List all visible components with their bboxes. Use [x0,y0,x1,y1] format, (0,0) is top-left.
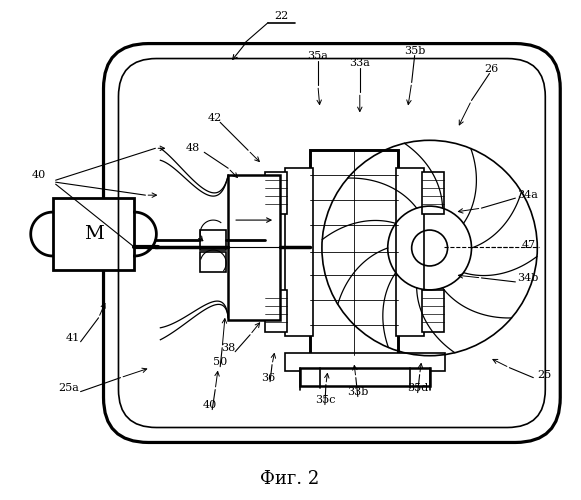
Text: 47: 47 [521,240,536,250]
Text: 41: 41 [66,333,80,343]
Text: 35c: 35c [315,394,335,404]
Bar [53,198,134,270]
Text: 38: 38 [221,342,235,352]
Text: 33b: 33b [347,386,368,396]
Text: M: M [84,225,103,243]
Bar [265,290,287,332]
Text: 26: 26 [485,64,498,74]
Bar [200,230,226,250]
Bar [422,290,443,332]
Text: 34a: 34a [517,190,538,200]
Text: 25: 25 [537,370,551,380]
Bar [396,168,424,336]
Bar [422,172,443,214]
Text: 40: 40 [203,400,217,409]
Text: 48: 48 [186,144,200,154]
Text: 36: 36 [261,372,275,382]
Bar [310,150,398,354]
Bar [300,368,429,386]
Bar [200,252,226,272]
Text: 40: 40 [31,170,46,180]
Text: 35b: 35b [404,46,425,56]
Text: 33a: 33a [349,58,370,68]
Text: 35d: 35d [407,382,428,392]
Text: 42: 42 [208,114,223,124]
Text: 22: 22 [274,10,288,20]
Bar [265,172,287,214]
Bar [228,175,280,320]
Bar [285,352,444,370]
Text: 35a: 35a [307,50,328,60]
Text: 34b: 34b [517,273,539,283]
Text: Фиг. 2: Фиг. 2 [260,470,320,488]
FancyBboxPatch shape [103,44,560,442]
Bar [285,168,313,336]
Text: 50: 50 [213,356,227,366]
Text: 25a: 25a [58,382,79,392]
